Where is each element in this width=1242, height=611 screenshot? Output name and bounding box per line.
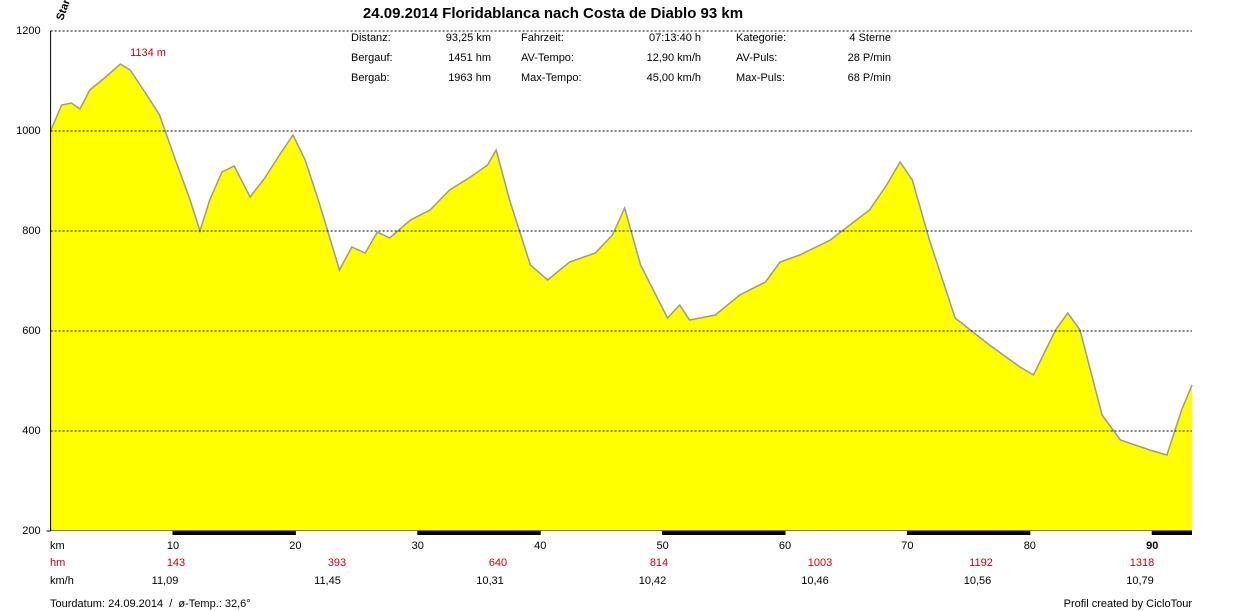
hm-value: 1192 [969, 557, 993, 569]
scale-bar [173, 531, 296, 535]
speed-value: 10,56 [964, 575, 992, 587]
stat-value: 45,00 km/h [647, 72, 701, 84]
hm-value: 1003 [808, 557, 832, 569]
scale-bar [662, 531, 786, 535]
x-tick-label: 80 [1024, 540, 1036, 552]
hm-value: 143 [167, 557, 185, 569]
y-tick-label: 800 [22, 225, 40, 237]
stat-value: 28 P/min [848, 52, 891, 64]
stat-value: 12,90 km/h [647, 52, 701, 64]
stat-value: 4 Sterne [849, 32, 891, 44]
x-tick-label: 60 [779, 540, 791, 552]
stat-label: AV-Tempo: [521, 52, 574, 64]
stat-label: AV-Puls: [736, 52, 777, 64]
area-line [49, 63, 1193, 456]
stat-label: Bergauf: [351, 52, 393, 64]
area-fill [50, 64, 1193, 531]
x-tick-label: 40 [534, 540, 546, 552]
speed-value: 10,42 [639, 575, 667, 587]
stat-label: Kategorie: [736, 32, 786, 44]
scale-bar [540, 531, 663, 535]
stat-label: Bergab: [351, 72, 390, 84]
footer-right: Profil created by CicloTour [1064, 598, 1193, 610]
hm-value: 640 [489, 557, 507, 569]
scale-bar [1029, 531, 1153, 535]
stat-value: 1451 hm [448, 52, 491, 64]
hm-value: 1318 [1130, 557, 1154, 569]
speed-label: km/h [50, 575, 74, 587]
x-tick-label: 30 [412, 540, 424, 552]
hm-label: hm [50, 557, 65, 569]
scale-bar [50, 531, 174, 535]
speed-value: 11,45 [314, 575, 341, 587]
chart-title: 24.09.2014 Floridablanca nach Costa de D… [363, 5, 743, 22]
speed-value: 11,09 [152, 575, 179, 587]
speed-value: 10,46 [801, 575, 829, 587]
speed-value: 10,31 [476, 575, 504, 587]
start-label: Start [54, 0, 74, 22]
scale-bar [785, 531, 908, 535]
x-tick-label: 10 [167, 540, 179, 552]
stat-value: 1963 hm [448, 72, 491, 84]
stat-value: 07:13:40 h [649, 32, 701, 44]
stat-value: 93,25 km [446, 32, 491, 44]
y-tick-label: 200 [22, 525, 40, 537]
x-axis-label: km [50, 540, 65, 552]
scale-bar [1152, 531, 1192, 535]
stat-label: Max-Tempo: [521, 72, 582, 84]
x-tick-label: 50 [656, 540, 668, 552]
peak-label: 1134 m [130, 47, 166, 59]
x-tick-label: 70 [901, 540, 913, 552]
stat-label: Fahrzeit: [521, 32, 564, 44]
hm-value: 393 [328, 557, 346, 569]
stat-label: Max-Puls: [736, 72, 785, 84]
x-tick-label: 90 [1146, 540, 1158, 552]
y-tick-label: 1200 [16, 25, 40, 37]
hm-value: 814 [650, 557, 668, 569]
y-tick-label: 1000 [16, 125, 40, 137]
y-tick-label: 400 [22, 425, 40, 437]
speed-value: 10,79 [1126, 575, 1154, 587]
x-tick-label: 20 [289, 540, 301, 552]
scale-bar [295, 531, 418, 535]
stat-value: 68 P/min [848, 72, 891, 84]
y-tick-label: 600 [22, 325, 40, 337]
stat-label: Distanz: [351, 32, 391, 44]
scale-bar [907, 531, 1030, 535]
footer-left: Tourdatum: 24.09.2014 / ø-Temp.: 32,6° [50, 598, 251, 610]
scale-bar [417, 531, 541, 535]
